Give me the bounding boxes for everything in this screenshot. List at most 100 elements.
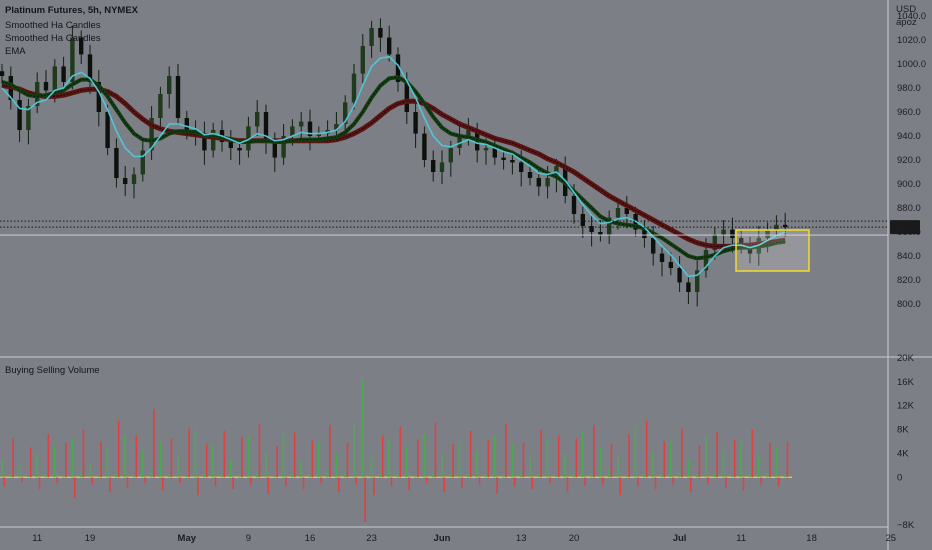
candle-body[interactable] bbox=[571, 196, 577, 214]
buy-volume-bar bbox=[652, 452, 654, 478]
indicator-label-ema[interactable]: EMA bbox=[5, 46, 26, 57]
buy-volume-bar bbox=[520, 471, 522, 478]
candle-body[interactable] bbox=[624, 208, 629, 214]
price-tick-label: 1020.0 bbox=[897, 35, 926, 46]
candle-body[interactable] bbox=[149, 118, 154, 151]
candle-body[interactable] bbox=[255, 112, 260, 127]
indicator-label-ha2[interactable]: Smoothed Ha Candles bbox=[5, 33, 101, 44]
candle-body[interactable] bbox=[422, 133, 427, 160]
candle-body[interactable] bbox=[316, 133, 321, 136]
candle-body[interactable] bbox=[158, 94, 163, 118]
buy-volume-bar bbox=[27, 476, 29, 478]
candle-body[interactable] bbox=[651, 238, 656, 254]
candle-body[interactable] bbox=[61, 66, 66, 82]
buy-volume-bar bbox=[731, 475, 733, 478]
candle-body[interactable] bbox=[0, 71, 5, 76]
candle-body[interactable] bbox=[431, 160, 436, 172]
candle-body[interactable] bbox=[536, 178, 541, 187]
candle-body[interactable] bbox=[369, 28, 374, 46]
candle-body[interactable] bbox=[457, 136, 462, 148]
candle-body[interactable] bbox=[439, 162, 445, 172]
candle-body[interactable] bbox=[783, 224, 788, 228]
candle-body[interactable] bbox=[360, 46, 365, 74]
candle-body[interactable] bbox=[140, 150, 145, 175]
candle-body[interactable] bbox=[774, 224, 779, 230]
candle-body[interactable] bbox=[167, 76, 172, 94]
candle-body[interactable] bbox=[351, 73, 357, 103]
candle-body[interactable] bbox=[114, 148, 119, 178]
candle-body[interactable] bbox=[483, 148, 489, 151]
candle-body[interactable] bbox=[580, 214, 585, 226]
sell-volume-bar bbox=[654, 477, 657, 490]
candle-body[interactable] bbox=[79, 37, 84, 55]
candle-body[interactable] bbox=[131, 174, 137, 184]
buy-volume-bar bbox=[18, 465, 21, 478]
candle-body[interactable] bbox=[272, 142, 277, 158]
candle-body[interactable] bbox=[721, 229, 726, 235]
buy-volume-bar bbox=[713, 472, 716, 478]
candle-body[interactable] bbox=[598, 232, 603, 235]
candle-body[interactable] bbox=[739, 238, 744, 247]
buy-volume-bar bbox=[45, 472, 47, 478]
candle-body[interactable] bbox=[615, 208, 621, 218]
candle-body[interactable] bbox=[730, 229, 735, 238]
candle-body[interactable] bbox=[281, 136, 286, 158]
candle-body[interactable] bbox=[70, 37, 75, 82]
candle-body[interactable] bbox=[334, 124, 339, 130]
candle-body[interactable] bbox=[343, 102, 348, 124]
candle-body[interactable] bbox=[642, 229, 647, 238]
candle-body[interactable] bbox=[589, 226, 594, 232]
candle-body[interactable] bbox=[712, 234, 717, 250]
candle-body[interactable] bbox=[510, 160, 515, 163]
candle-body[interactable] bbox=[43, 82, 49, 91]
candle-body[interactable] bbox=[290, 126, 295, 136]
candle-body[interactable] bbox=[501, 157, 506, 160]
candle-body[interactable] bbox=[299, 121, 304, 127]
candle-body[interactable] bbox=[545, 178, 550, 187]
candle-body[interactable] bbox=[26, 106, 31, 130]
candle-body[interactable] bbox=[17, 100, 22, 130]
candle-body[interactable] bbox=[175, 76, 181, 118]
candle-body[interactable] bbox=[519, 162, 524, 172]
sell-volume-bar bbox=[197, 477, 199, 496]
candle-body[interactable] bbox=[703, 250, 709, 271]
candle-body[interactable] bbox=[96, 82, 101, 112]
candle-body[interactable] bbox=[184, 118, 189, 130]
volume-panel-title[interactable]: Buying Selling Volume bbox=[5, 365, 100, 376]
candle-body[interactable] bbox=[87, 54, 93, 82]
buy-volume-bar bbox=[247, 436, 249, 478]
candle-body[interactable] bbox=[747, 246, 753, 254]
candle-body[interactable] bbox=[677, 268, 682, 283]
candle-body[interactable] bbox=[387, 37, 392, 55]
candle-body[interactable] bbox=[211, 130, 216, 151]
candle-body[interactable] bbox=[123, 178, 128, 184]
indicator-label-ha1[interactable]: Smoothed Ha Candles bbox=[5, 20, 101, 31]
candle-body[interactable] bbox=[659, 253, 665, 262]
candle-body[interactable] bbox=[413, 112, 418, 134]
candle-body[interactable] bbox=[404, 82, 409, 112]
candle-body[interactable] bbox=[307, 121, 313, 136]
buy-volume-bar bbox=[643, 473, 645, 478]
candle-body[interactable] bbox=[263, 112, 269, 142]
candle-body[interactable] bbox=[765, 229, 770, 238]
highlight-box[interactable] bbox=[735, 229, 810, 272]
candle-body[interactable] bbox=[466, 130, 471, 136]
candle-body[interactable] bbox=[668, 262, 673, 268]
candle-body[interactable] bbox=[492, 148, 497, 158]
candle-body[interactable] bbox=[686, 282, 691, 292]
candle-body[interactable] bbox=[378, 28, 383, 38]
candle-body[interactable] bbox=[52, 66, 57, 91]
candle-body[interactable] bbox=[607, 217, 612, 235]
candle-body[interactable] bbox=[395, 54, 401, 82]
candle-body[interactable] bbox=[527, 172, 533, 178]
candle-body[interactable] bbox=[105, 112, 110, 148]
buy-volume-bar bbox=[423, 434, 425, 478]
sell-volume-bar bbox=[399, 426, 402, 478]
candle-body[interactable] bbox=[202, 133, 207, 151]
candle-body[interactable] bbox=[448, 148, 453, 163]
candle-body[interactable] bbox=[237, 148, 242, 151]
candle-body[interactable] bbox=[228, 142, 233, 148]
candle-body[interactable] bbox=[695, 270, 700, 292]
